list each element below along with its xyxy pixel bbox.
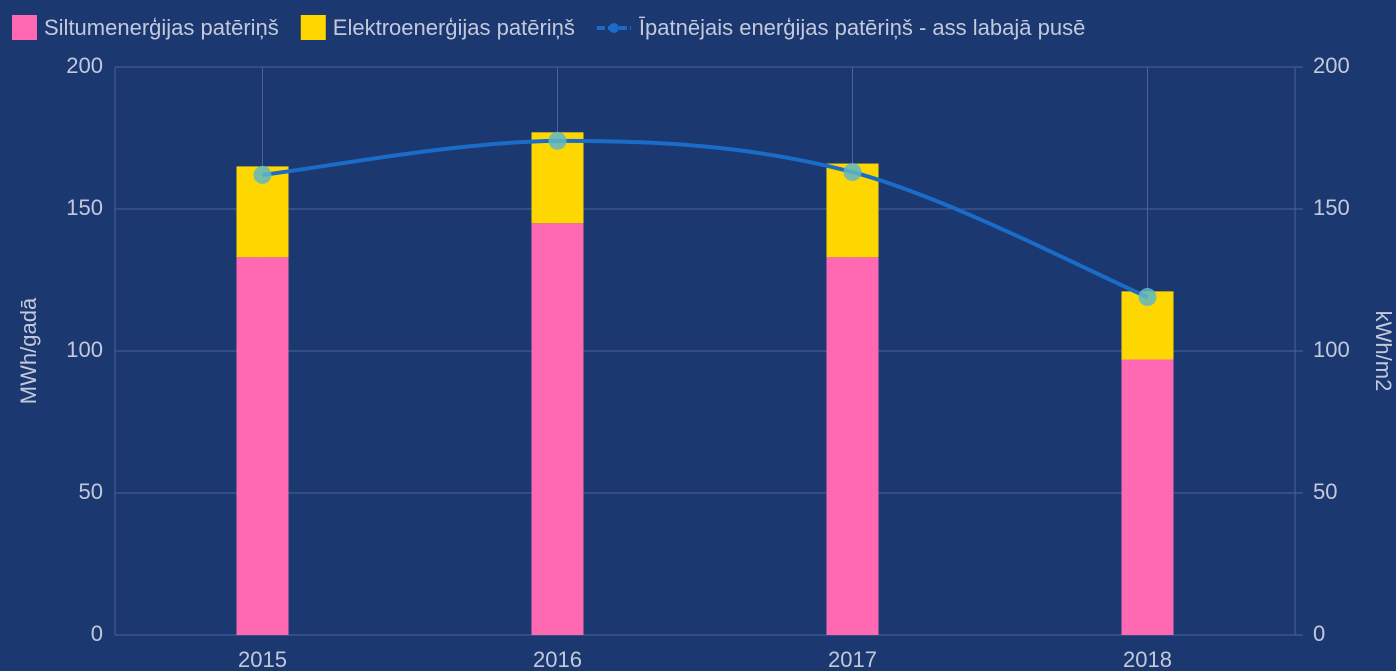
x-tick-label: 2017 bbox=[828, 647, 877, 671]
x-tick-label: 2018 bbox=[1123, 647, 1172, 671]
bar-segment bbox=[1121, 359, 1174, 635]
bar-segment bbox=[826, 257, 879, 635]
x-tick-label: 2015 bbox=[238, 647, 287, 671]
y-tick-label: 50 bbox=[79, 479, 103, 504]
y2-axis-title: kWh/m2 bbox=[1371, 311, 1396, 392]
y-axis-title: MWh/gadā bbox=[16, 297, 41, 404]
y-tick-label: 150 bbox=[66, 195, 103, 220]
y-tick-label: 100 bbox=[66, 337, 103, 362]
line-marker bbox=[253, 165, 272, 184]
y-tick-label: 200 bbox=[66, 53, 103, 78]
legend-swatch bbox=[12, 15, 37, 40]
legend-marker bbox=[608, 23, 619, 33]
y2-tick-label: 0 bbox=[1313, 621, 1325, 646]
legend-label: Īpatnējais enerģijas patēriņš - ass laba… bbox=[639, 15, 1085, 40]
x-tick-label: 2016 bbox=[533, 647, 582, 671]
legend-swatch bbox=[300, 15, 326, 40]
bar-segment bbox=[531, 223, 584, 635]
line-marker bbox=[548, 131, 567, 150]
y2-tick-label: 150 bbox=[1313, 195, 1350, 220]
bar-segment bbox=[236, 257, 289, 635]
y-tick-label: 0 bbox=[91, 621, 103, 646]
legend-label: Elektroenerģijas patēriņš bbox=[333, 15, 575, 40]
y2-tick-label: 50 bbox=[1313, 479, 1337, 504]
line-marker bbox=[1138, 288, 1157, 307]
legend-label: Siltumenerģijas patēriņš bbox=[44, 15, 279, 40]
y2-tick-label: 100 bbox=[1313, 337, 1350, 362]
y2-tick-label: 200 bbox=[1313, 53, 1350, 78]
line bbox=[262, 138, 1149, 299]
line-marker bbox=[843, 163, 862, 182]
